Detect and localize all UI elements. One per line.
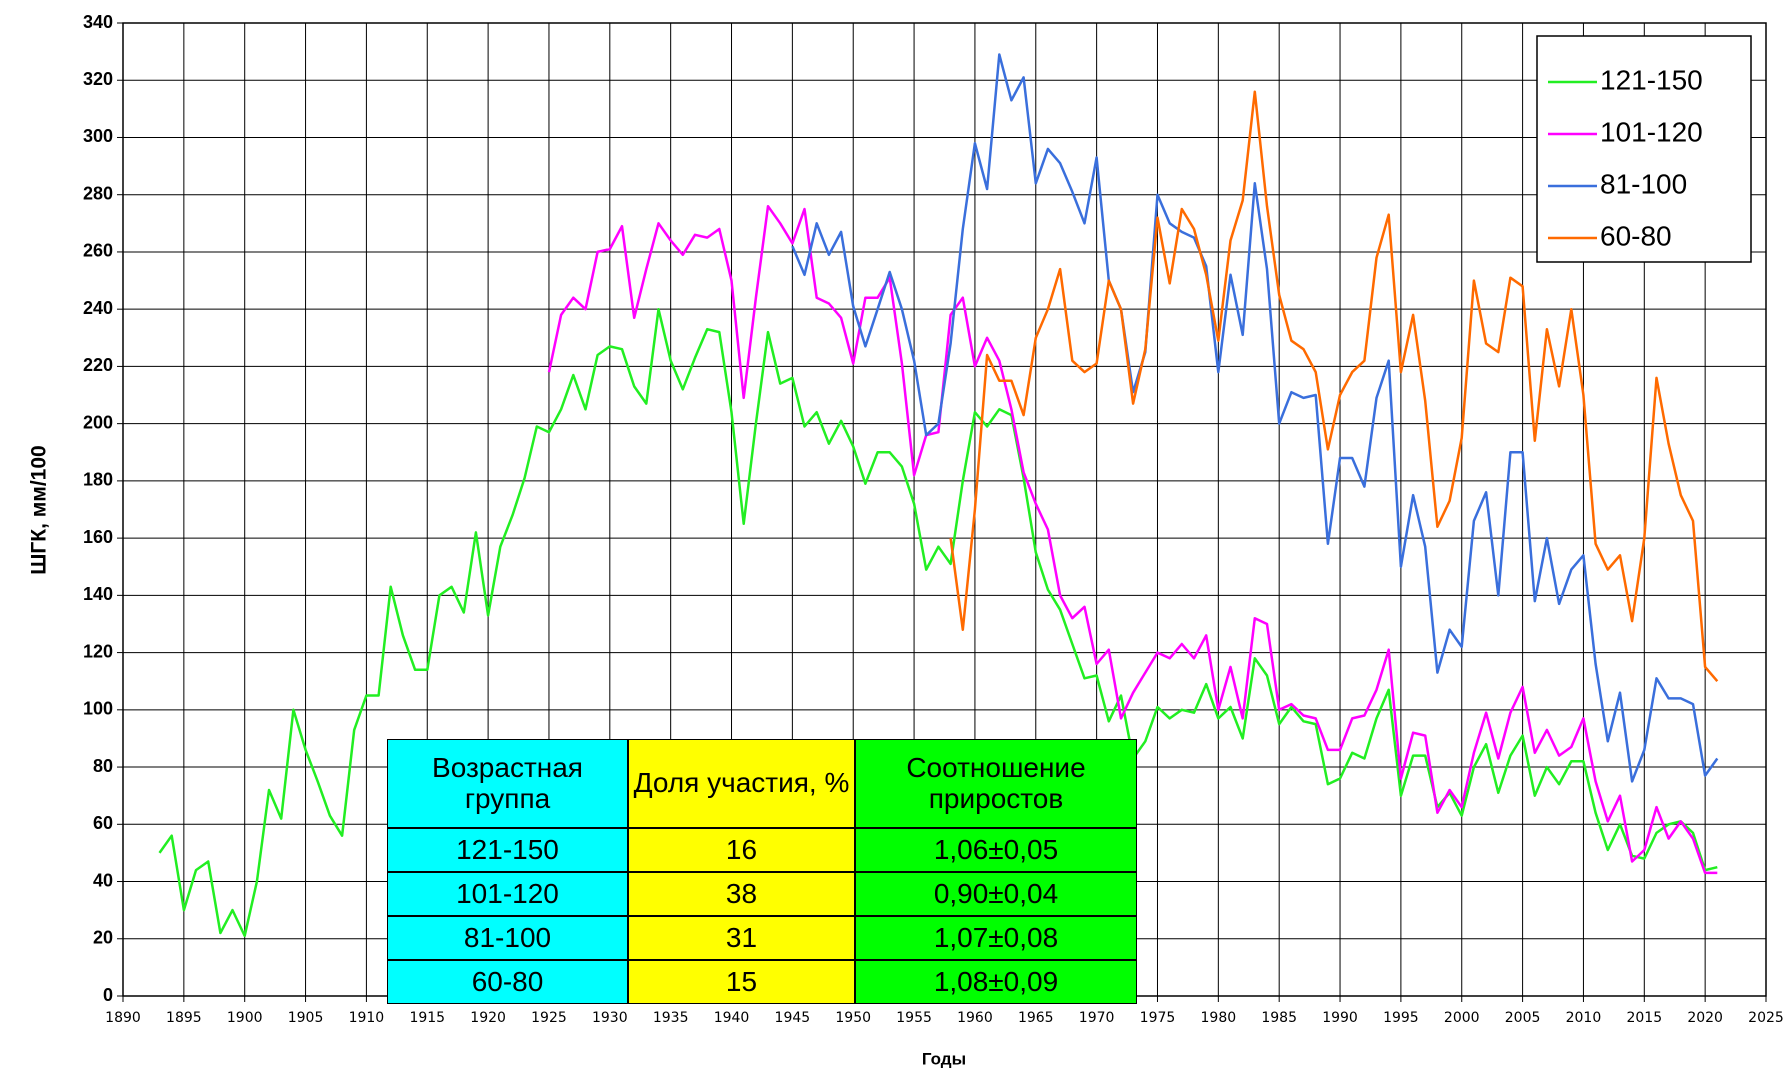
- table-cell: Доля участия, %: [628, 739, 855, 828]
- y-tick-label: 0: [103, 985, 113, 1005]
- x-tick-label: 2005: [1505, 1010, 1541, 1026]
- y-tick-label: 280: [83, 183, 113, 203]
- series-line: [158, 307, 1718, 938]
- y-tick-label: 80: [93, 756, 113, 776]
- y-tick-label: 100: [83, 699, 113, 719]
- x-tick-label: 1990: [1322, 1010, 1358, 1026]
- table-cell: 1,06±0,05: [855, 828, 1137, 872]
- x-tick-label: 1905: [288, 1010, 324, 1026]
- y-tick-label: 40: [93, 870, 113, 890]
- x-tick-label: 1915: [409, 1010, 445, 1026]
- y-tick-label: 160: [83, 527, 113, 547]
- y-tick-label: 180: [83, 470, 113, 490]
- x-tick-label: 1960: [957, 1010, 993, 1026]
- x-axis-label: Годы: [922, 1049, 966, 1068]
- x-tick-label: 2020: [1687, 1010, 1723, 1026]
- table-cell: 38: [628, 872, 855, 916]
- table-cell: 1,08±0,09: [855, 960, 1137, 1004]
- table-cell: 121-150: [387, 828, 628, 872]
- table-cell: 101-120: [387, 872, 628, 916]
- table-cell: 16: [628, 828, 855, 872]
- table-cell: 15: [628, 960, 855, 1004]
- y-tick-label: 340: [83, 12, 113, 32]
- y-tick-label: 220: [83, 355, 113, 375]
- x-tick-label: 2015: [1626, 1010, 1662, 1026]
- y-axis-label: ШГК, мм/100: [28, 445, 51, 574]
- legend-box: [1536, 35, 1752, 263]
- series-line: [949, 90, 1719, 683]
- series-line: [791, 53, 1719, 783]
- x-tick-label: 1980: [1201, 1010, 1237, 1026]
- legend-label: 121-150: [1600, 64, 1703, 95]
- y-tick-label: 140: [83, 584, 113, 604]
- x-tick-label: 1895: [166, 1010, 202, 1026]
- x-tick-label: 1940: [714, 1010, 750, 1026]
- x-tick-label: 1930: [592, 1010, 628, 1026]
- x-tick-label: 1910: [349, 1010, 385, 1026]
- x-tick-label: 1995: [1383, 1010, 1419, 1026]
- x-tick-label: 1925: [531, 1010, 567, 1026]
- x-tick-label: 1935: [653, 1010, 689, 1026]
- table-cell: 81-100: [387, 916, 628, 960]
- x-tick-label: 1970: [1079, 1010, 1115, 1026]
- x-tick-label: 2025: [1748, 1010, 1783, 1026]
- legend-label: 101-120: [1600, 116, 1703, 147]
- legend-label: 81-100: [1600, 168, 1687, 199]
- y-tick-label: 260: [83, 241, 113, 261]
- x-tick-label: 1890: [105, 1010, 141, 1026]
- legend-label: 60-80: [1600, 220, 1672, 251]
- y-tick-label: 300: [83, 126, 113, 146]
- y-tick-label: 60: [93, 813, 113, 833]
- table-cell: 60-80: [387, 960, 628, 1004]
- x-tick-label: 1965: [1018, 1010, 1054, 1026]
- table-cell: 0,90±0,04: [855, 872, 1137, 916]
- x-tick-label: 1950: [835, 1010, 871, 1026]
- y-tick-label: 200: [83, 412, 113, 432]
- y-tick-label: 240: [83, 298, 113, 318]
- y-tick-label: 120: [83, 641, 113, 661]
- x-tick-label: 1985: [1261, 1010, 1297, 1026]
- table-cell: Соотношение приростов: [855, 739, 1137, 828]
- x-tick-label: 1975: [1140, 1010, 1176, 1026]
- x-tick-label: 1945: [775, 1010, 811, 1026]
- table-cell: Возрастная группа: [387, 739, 628, 828]
- table-cell: 31: [628, 916, 855, 960]
- table-cell: 1,07±0,08: [855, 916, 1137, 960]
- table: Возрастная группа Доля участия, % Соотноше…: [387, 739, 1137, 1004]
- x-tick-label: 2010: [1566, 1010, 1602, 1026]
- x-tick-label: 1900: [227, 1010, 263, 1026]
- y-tick-label: 20: [93, 928, 113, 948]
- x-tick-label: 2000: [1444, 1010, 1480, 1026]
- y-tick-label: 320: [83, 69, 113, 89]
- x-tick-label: 1920: [470, 1010, 506, 1026]
- series-line: [547, 204, 1718, 875]
- x-tick-label: 1955: [896, 1010, 932, 1026]
